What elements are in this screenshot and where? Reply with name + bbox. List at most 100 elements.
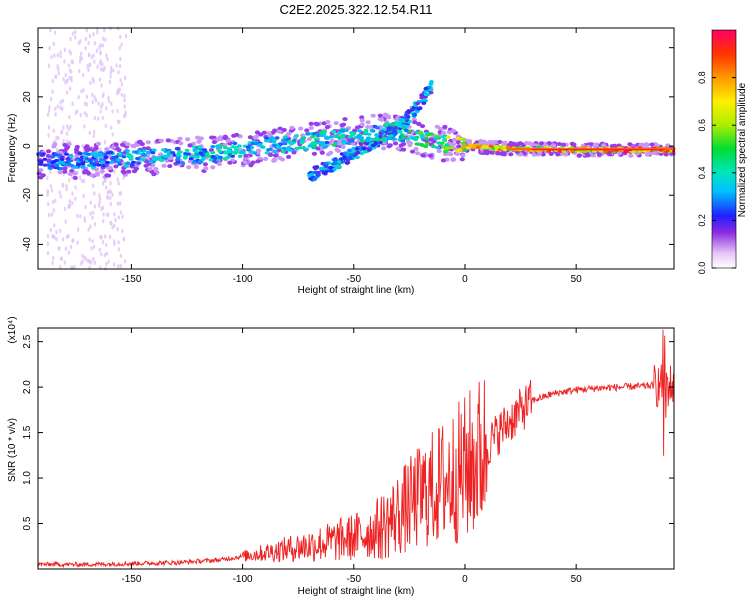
spectrogram-core-cell <box>50 155 55 159</box>
spectrogram-core-cell <box>150 151 156 155</box>
spectrogram-halo-cell <box>517 141 523 146</box>
spectrogram-noise-speck <box>53 30 57 35</box>
spectrogram-halo-cell <box>571 142 577 147</box>
spectrogram-core-cell <box>210 145 216 149</box>
spectrogram-halo-cell <box>67 172 73 176</box>
spectrogram-branch-cell <box>328 169 334 173</box>
spectrogram-noise-speck <box>54 198 57 203</box>
spectrogram-noise-speck <box>103 28 106 33</box>
spectrogram-noise-speck <box>68 199 72 204</box>
spectrogram-noise-speck <box>91 92 94 98</box>
snr-y-tick-label: 1.5 <box>22 425 33 439</box>
spectrogram-core-cell <box>131 160 136 164</box>
spectrogram-core-cell <box>75 163 81 167</box>
spectrogram-branch-cell <box>355 150 361 155</box>
spectrogram-halo-cell <box>255 150 261 155</box>
spectrogram-noise-speck <box>118 45 122 51</box>
spectrogram-noise-speck <box>93 41 97 46</box>
spectrogram-halo-cell <box>255 159 261 164</box>
spectrogram-halo-cell <box>243 153 249 158</box>
spectrogram-halo-cell <box>319 150 325 155</box>
spectrogram-core-cell <box>92 163 97 167</box>
spectrogram-noise-speck <box>50 212 54 217</box>
spectrogram-noise-speck <box>93 59 96 64</box>
spectrogram-core-cell <box>68 154 74 158</box>
snr-data <box>37 329 675 569</box>
spectrogram-noise-speck <box>118 64 122 69</box>
spectrogram-noise-speck <box>66 90 69 95</box>
spectrogram-noise-speck <box>97 101 100 107</box>
spectrogram-halo-cell <box>45 154 52 158</box>
spectrogram-noise-speck <box>85 94 89 100</box>
spectrogram-halo-cell <box>556 142 563 146</box>
spectrogram-core-cell <box>403 128 409 132</box>
spectrogram-core-cell <box>428 132 434 136</box>
spectrogram-core-cell <box>592 149 597 153</box>
spectrogram-halo-cell <box>277 126 283 131</box>
spectrogram-noise-speck <box>113 169 116 174</box>
spectrogram-halo-cell <box>222 143 228 147</box>
spectrogram-branch-cell <box>394 121 399 126</box>
colorbar: 0.0 0.2 0.4 0.6 0.8 Normalized spectral ampl… <box>697 29 748 274</box>
spectrogram-halo-cell <box>94 171 100 176</box>
spectrogram-halo-cell <box>325 119 331 124</box>
spectrogram-noise-speck <box>63 260 66 265</box>
spectrogram-branch-cell <box>348 153 354 158</box>
snr-y-tick-label: 2.5 <box>22 334 33 348</box>
spectrogram-noise-speck <box>86 63 89 69</box>
spectrogram-branch-cell <box>419 93 425 97</box>
spectrogram-halo-cell <box>51 144 57 149</box>
spectrogram-core-cell <box>184 148 190 152</box>
spectrogram-halo-cell <box>365 125 371 129</box>
spectrogram-noise-speck <box>113 239 116 244</box>
spectrogram-core-cell <box>110 155 116 160</box>
snr-frame <box>37 327 675 570</box>
spectrogram-core-cell <box>237 144 242 148</box>
colorbar-tick-label: 0.2 <box>697 214 707 227</box>
spectrogram-noise-speck <box>87 67 90 73</box>
spectrogram-halo-cell <box>339 123 345 128</box>
spectrogram-core-cell <box>399 133 405 137</box>
spectrogram-halo-cell <box>450 158 456 162</box>
spectrogram-noise-speck <box>89 80 92 86</box>
spectrogram-core-cell <box>223 146 228 150</box>
spectrogram-core-cell <box>129 163 135 167</box>
spectrogram-noise-speck <box>61 106 64 112</box>
spectrogram-noise-speck <box>63 47 67 53</box>
spectrogram-noise-speck <box>62 183 65 188</box>
spectrogram-noise-speck <box>47 108 51 114</box>
spectrogram-core-cell <box>125 161 131 165</box>
spectrogram-core-cell <box>175 160 181 164</box>
spectrogram-halo-cell <box>62 169 68 174</box>
spectrogram-core-cell <box>364 139 370 143</box>
spectrogram-halo-cell <box>434 124 440 129</box>
spectrogram-core-cell <box>289 141 295 146</box>
spectrogram-core-cell <box>272 143 277 147</box>
spectrogram-core-cell <box>65 157 70 161</box>
spectrogram-core-cell <box>449 146 455 150</box>
spectrogram-branch-cell <box>316 173 321 177</box>
spectrogram-noise-speck <box>71 101 74 107</box>
spectrogram-halo-cell <box>508 152 514 157</box>
spectrogram-core-cell <box>488 144 494 148</box>
spectrogram-halo-cell <box>89 173 95 178</box>
spectrogram-branch-cell <box>354 147 360 151</box>
spectrogram-noise-speck <box>89 211 92 216</box>
spectrogram-core-cell <box>180 161 185 165</box>
spectrogram-core-cell <box>108 150 114 154</box>
spectrogram-core-cell <box>388 134 394 138</box>
spectrogram-core-cell <box>440 135 446 139</box>
spectrogram-noise-speck <box>66 124 69 129</box>
spectrogram-core-cell <box>151 148 157 152</box>
snr-x-tick-label: -50 <box>347 574 362 585</box>
spectrogram-noise-speck <box>91 183 95 188</box>
spectrogram-halo-cell <box>133 166 139 171</box>
spectrogram-y-tick-label: -20 <box>22 188 33 203</box>
spectrogram-core-cell <box>414 142 420 146</box>
spectrogram-noise-speck <box>116 108 119 114</box>
spectrogram-noise-speck <box>85 102 89 107</box>
spectrogram-halo-cell <box>227 160 233 165</box>
spectrogram-core-cell <box>400 139 406 143</box>
spectrogram-noise-speck <box>82 178 86 184</box>
spectrogram-noise-speck <box>99 234 102 239</box>
